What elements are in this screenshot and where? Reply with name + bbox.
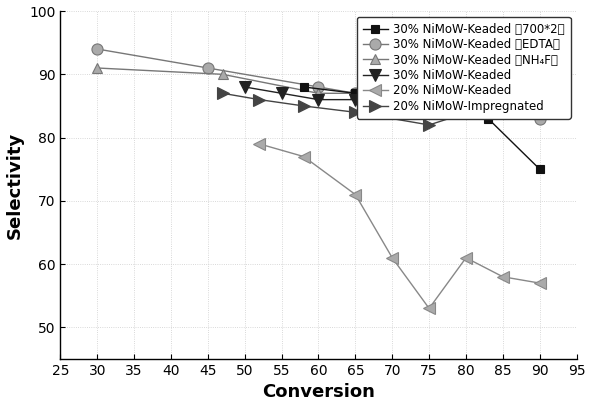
30% NiMoW-Keaded	[426, 103, 433, 108]
30% NiMoW-Keaded （700*2）	[352, 91, 359, 96]
20% NiMoW-Impregnated	[485, 103, 492, 108]
30% NiMoW-Keaded	[278, 91, 285, 96]
30% NiMoW-Keaded （EDTA）	[315, 85, 322, 90]
30% NiMoW-Keaded （NH₄F）	[315, 91, 322, 96]
30% NiMoW-Keaded （EDTA）	[352, 91, 359, 96]
30% NiMoW-Keaded （NH₄F）	[94, 66, 101, 70]
30% NiMoW-Keaded （700*2）	[389, 97, 396, 102]
Line: 30% NiMoW-Keaded （NH₄F）: 30% NiMoW-Keaded （NH₄F）	[92, 63, 493, 105]
30% NiMoW-Keaded （NH₄F）	[352, 91, 359, 96]
20% NiMoW-Keaded	[536, 281, 543, 286]
30% NiMoW-Keaded （NH₄F）	[219, 72, 226, 77]
20% NiMoW-Keaded	[426, 306, 433, 311]
30% NiMoW-Keaded （EDTA）	[426, 91, 433, 96]
30% NiMoW-Keaded （EDTA）	[536, 116, 543, 121]
30% NiMoW-Keaded （NH₄F）	[426, 91, 433, 96]
20% NiMoW-Keaded	[389, 255, 396, 260]
30% NiMoW-Keaded	[352, 97, 359, 102]
30% NiMoW-Keaded （NH₄F）	[485, 97, 492, 102]
30% NiMoW-Keaded	[462, 103, 469, 108]
20% NiMoW-Keaded	[352, 192, 359, 197]
Y-axis label: Selectivity: Selectivity	[5, 131, 24, 239]
30% NiMoW-Keaded	[315, 97, 322, 102]
30% NiMoW-Keaded （EDTA）	[485, 97, 492, 102]
20% NiMoW-Impregnated	[426, 123, 433, 127]
20% NiMoW-Impregnated	[300, 103, 307, 108]
30% NiMoW-Keaded （700*2）	[300, 85, 307, 90]
20% NiMoW-Impregnated	[352, 110, 359, 115]
X-axis label: Conversion: Conversion	[262, 383, 375, 401]
30% NiMoW-Keaded （700*2）	[536, 167, 543, 172]
20% NiMoW-Keaded	[462, 255, 469, 260]
20% NiMoW-Keaded	[256, 142, 263, 147]
30% NiMoW-Keaded	[389, 103, 396, 108]
20% NiMoW-Keaded	[300, 154, 307, 159]
20% NiMoW-Impregnated	[256, 97, 263, 102]
Line: 30% NiMoW-Keaded: 30% NiMoW-Keaded	[239, 81, 508, 112]
Line: 30% NiMoW-Keaded （EDTA）: 30% NiMoW-Keaded （EDTA）	[92, 44, 545, 124]
30% NiMoW-Keaded	[499, 97, 506, 102]
30% NiMoW-Keaded （EDTA）	[94, 46, 101, 51]
Line: 20% NiMoW-Keaded: 20% NiMoW-Keaded	[254, 138, 545, 314]
Line: 20% NiMoW-Impregnated: 20% NiMoW-Impregnated	[217, 88, 493, 131]
Legend: 30% NiMoW-Keaded （700*2）, 30% NiMoW-Keaded （EDTA）, 30% NiMoW-Keaded （NH₄F）, 30% : 30% NiMoW-Keaded （700*2）, 30% NiMoW-Kead…	[356, 17, 571, 118]
30% NiMoW-Keaded （NH₄F）	[389, 91, 396, 96]
20% NiMoW-Keaded	[499, 274, 506, 279]
30% NiMoW-Keaded （EDTA）	[204, 66, 212, 70]
30% NiMoW-Keaded （700*2）	[426, 97, 433, 102]
Line: 30% NiMoW-Keaded （700*2）: 30% NiMoW-Keaded （700*2）	[300, 83, 544, 173]
20% NiMoW-Impregnated	[219, 91, 226, 96]
30% NiMoW-Keaded	[241, 85, 248, 90]
30% NiMoW-Keaded （700*2）	[485, 116, 492, 121]
